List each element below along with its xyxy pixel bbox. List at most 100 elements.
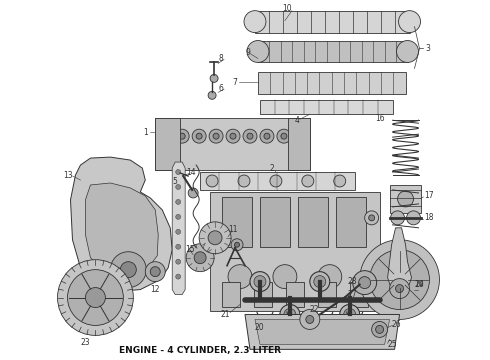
Circle shape xyxy=(235,242,240,247)
Bar xyxy=(260,100,392,114)
Circle shape xyxy=(176,274,181,279)
Circle shape xyxy=(243,129,257,143)
Circle shape xyxy=(244,11,266,32)
Circle shape xyxy=(310,272,330,292)
Circle shape xyxy=(57,260,133,336)
Circle shape xyxy=(192,129,206,143)
Circle shape xyxy=(176,170,181,175)
Circle shape xyxy=(210,75,218,82)
Polygon shape xyxy=(255,319,390,345)
Text: 12: 12 xyxy=(150,285,160,294)
Circle shape xyxy=(368,215,375,221)
Circle shape xyxy=(391,211,405,225)
Text: 13: 13 xyxy=(64,171,73,180)
Circle shape xyxy=(176,199,181,204)
Circle shape xyxy=(158,129,172,143)
Text: 18: 18 xyxy=(424,213,434,222)
Circle shape xyxy=(68,270,123,325)
Bar xyxy=(200,172,355,190)
Text: ENGINE - 4 CYLINDER, 2.3 LITER: ENGINE - 4 CYLINDER, 2.3 LITER xyxy=(119,346,281,355)
Bar xyxy=(155,118,180,170)
Text: 25: 25 xyxy=(388,340,397,349)
Bar xyxy=(222,282,240,306)
Circle shape xyxy=(306,315,314,323)
Circle shape xyxy=(300,310,320,329)
Circle shape xyxy=(206,175,218,187)
Text: 8: 8 xyxy=(218,54,223,63)
Text: 6: 6 xyxy=(218,84,223,93)
Polygon shape xyxy=(245,315,399,349)
Circle shape xyxy=(230,133,236,139)
Circle shape xyxy=(145,262,165,282)
Text: 26: 26 xyxy=(392,320,401,329)
Circle shape xyxy=(176,244,181,249)
Circle shape xyxy=(238,175,250,187)
Circle shape xyxy=(188,188,198,198)
Bar xyxy=(260,197,290,247)
Text: 21: 21 xyxy=(220,310,230,319)
Circle shape xyxy=(398,11,420,32)
Circle shape xyxy=(353,271,377,294)
Text: 24: 24 xyxy=(415,280,424,289)
Polygon shape xyxy=(85,183,158,276)
Bar xyxy=(298,197,328,247)
Circle shape xyxy=(359,276,370,289)
Text: 28: 28 xyxy=(348,277,357,286)
Text: 19: 19 xyxy=(415,280,424,289)
Text: 3: 3 xyxy=(425,44,430,53)
Circle shape xyxy=(273,265,297,289)
Text: 4: 4 xyxy=(295,116,300,125)
Circle shape xyxy=(208,231,222,245)
Circle shape xyxy=(175,129,189,143)
Bar xyxy=(222,197,252,247)
Text: 2: 2 xyxy=(270,163,275,172)
Bar xyxy=(286,282,304,306)
Circle shape xyxy=(150,267,160,276)
Circle shape xyxy=(176,184,181,189)
Circle shape xyxy=(302,175,314,187)
Text: 14: 14 xyxy=(186,167,196,176)
Circle shape xyxy=(277,129,291,143)
Circle shape xyxy=(209,129,223,143)
Circle shape xyxy=(371,321,388,337)
Circle shape xyxy=(340,305,360,324)
Circle shape xyxy=(121,262,136,278)
Bar xyxy=(336,197,366,247)
Circle shape xyxy=(314,276,326,288)
Circle shape xyxy=(85,288,105,307)
Text: 16: 16 xyxy=(375,114,385,123)
Text: 11: 11 xyxy=(228,225,238,234)
Circle shape xyxy=(407,211,420,225)
Bar xyxy=(288,118,310,170)
Text: 27: 27 xyxy=(348,290,357,299)
Circle shape xyxy=(110,252,147,288)
Text: 1: 1 xyxy=(144,128,148,137)
Circle shape xyxy=(231,239,243,251)
Circle shape xyxy=(318,265,342,289)
Bar xyxy=(350,282,368,306)
Circle shape xyxy=(176,229,181,234)
Circle shape xyxy=(392,272,408,288)
Circle shape xyxy=(334,175,346,187)
Circle shape xyxy=(247,133,253,139)
Text: 20: 20 xyxy=(255,323,265,332)
Circle shape xyxy=(264,133,270,139)
Circle shape xyxy=(270,175,282,187)
Circle shape xyxy=(260,129,274,143)
Circle shape xyxy=(194,252,206,264)
Circle shape xyxy=(284,309,296,320)
Polygon shape xyxy=(71,157,172,292)
Text: 10: 10 xyxy=(282,4,292,13)
Circle shape xyxy=(360,240,440,319)
Text: 22: 22 xyxy=(310,305,319,314)
Circle shape xyxy=(254,276,266,288)
Circle shape xyxy=(162,133,168,139)
Bar xyxy=(155,118,310,170)
Circle shape xyxy=(369,250,429,310)
Circle shape xyxy=(176,214,181,219)
Bar xyxy=(255,11,410,32)
Circle shape xyxy=(176,259,181,264)
Circle shape xyxy=(199,222,231,254)
Circle shape xyxy=(281,133,287,139)
Text: 17: 17 xyxy=(424,192,434,201)
